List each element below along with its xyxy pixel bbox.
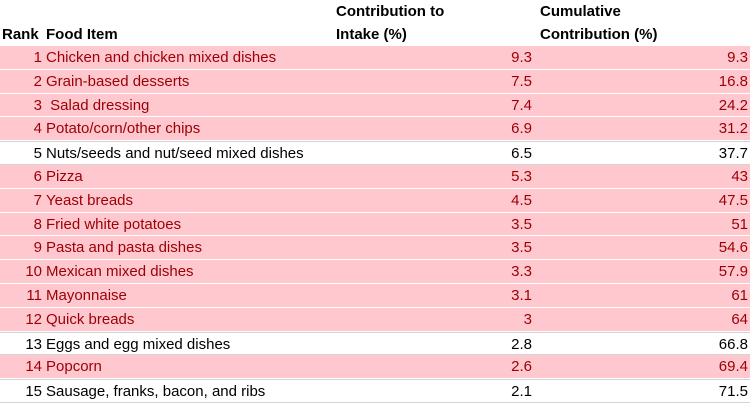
table-row[interactable]: 2 Grain-based desserts 7.5 16.8 (0, 69, 750, 94)
cumulative-cell[interactable]: 43 (731, 167, 748, 185)
food-item-cell[interactable]: Mayonnaise (46, 286, 127, 304)
column-header-rank[interactable]: Rank (2, 23, 42, 46)
rank-cell[interactable]: 9 (33, 239, 42, 257)
rank-cell[interactable]: 11 (26, 286, 42, 304)
column-header-cumulative-line2: Contribution (%) (540, 26, 658, 43)
rank-cell[interactable]: 5 (33, 145, 42, 163)
food-item-cell[interactable]: Nuts/seeds and nut/seed mixed dishes (46, 145, 304, 163)
cumulative-cell[interactable]: 9.3 (727, 49, 748, 66)
table-row[interactable]: 11 Mayonnaise 3.1 61 (0, 283, 750, 308)
food-item-cell[interactable]: Sausage, franks, bacon, and ribs (46, 383, 266, 401)
column-header-cumulative[interactable]: Cumulative Contribution (%) (540, 0, 748, 46)
cumulative-cell[interactable]: 37.7 (718, 145, 748, 163)
rank-cell[interactable]: 14 (25, 358, 42, 376)
food-item-cell[interactable]: Fried white potatoes (46, 215, 182, 233)
rank-cell[interactable]: 2 (33, 72, 42, 90)
contribution-cell[interactable]: 7.5 (511, 72, 532, 90)
column-header-contribution[interactable]: Contribution to Intake (%) (336, 0, 530, 46)
rank-cell[interactable]: 4 (33, 120, 42, 138)
contribution-cell[interactable]: 7.4 (511, 96, 532, 114)
food-item-cell[interactable]: Chicken and chicken mixed dishes (46, 49, 277, 66)
contribution-cell[interactable]: 2.1 (511, 383, 532, 401)
table-row[interactable]: 10 Mexican mixed dishes 3.3 57.9 (0, 260, 750, 284)
food-item-cell[interactable]: Potato/corn/other chips (46, 120, 201, 138)
contribution-cell[interactable]: 2.6 (511, 358, 532, 376)
table-row[interactable]: 15 Sausage, franks, bacon, and ribs 2.1 … (0, 379, 750, 403)
column-header-contribution-line2: Intake (%) (336, 26, 407, 43)
food-item-cell[interactable]: Salad dressing (46, 96, 150, 114)
column-header-rank-label: Rank (2, 26, 39, 43)
table-row[interactable]: 4 Potato/corn/other chips 6.9 31.2 (0, 117, 750, 142)
table-row[interactable]: 6 Pizza 5.3 43 (0, 164, 750, 189)
contribution-cell[interactable]: 3.1 (511, 286, 532, 304)
rank-cell[interactable]: 6 (33, 167, 42, 185)
rank-cell[interactable]: 8 (33, 215, 42, 233)
contribution-cell[interactable]: 6.9 (511, 120, 532, 138)
column-header-food-item-label: Food Item (46, 26, 118, 43)
cumulative-cell[interactable]: 31.2 (718, 120, 748, 138)
cumulative-cell[interactable]: 64 (731, 310, 748, 328)
table-row[interactable]: 12 Quick breads 3 64 (0, 307, 750, 332)
table-row[interactable]: 3 Salad dressing 7.4 24.2 (0, 93, 750, 118)
table-row[interactable]: 8 Fried white potatoes 3.5 51 (0, 212, 750, 237)
column-header-cumulative-line1: Cumulative (540, 3, 621, 20)
rank-cell[interactable]: 7 (33, 191, 42, 209)
rank-cell[interactable]: 10 (25, 263, 42, 281)
contribution-cell[interactable]: 3.5 (511, 215, 532, 233)
contribution-cell[interactable]: 6.5 (511, 145, 532, 163)
cumulative-cell[interactable]: 47.5 (718, 191, 748, 209)
rank-cell[interactable]: 1 (33, 49, 42, 66)
rank-cell[interactable]: 12 (25, 310, 42, 328)
table-header: Rank Food Item Contribution to Intake (%… (0, 0, 750, 46)
contribution-cell[interactable]: 5.3 (511, 167, 532, 185)
table-row[interactable]: 13 Eggs and egg mixed dishes 2.8 66.8 (0, 331, 750, 356)
table-row[interactable]: 14 Popcorn 2.6 69.4 (0, 355, 750, 380)
rank-cell[interactable]: 15 (25, 383, 42, 401)
table-row[interactable]: 9 Pasta and pasta dishes 3.5 54.6 (0, 236, 750, 261)
column-header-food-item[interactable]: Food Item (46, 23, 326, 46)
table-body: 1 Chicken and chicken mixed dishes 9.3 9… (0, 46, 750, 403)
contribution-cell[interactable]: 3.5 (511, 239, 532, 257)
rank-cell[interactable]: 13 (25, 335, 42, 353)
food-item-cell[interactable]: Eggs and egg mixed dishes (46, 335, 231, 353)
contribution-cell[interactable]: 4.5 (511, 191, 532, 209)
table-row[interactable]: 5 Nuts/seeds and nut/seed mixed dishes 6… (0, 141, 750, 165)
contribution-cell[interactable]: 3 (523, 310, 532, 328)
cumulative-cell[interactable]: 24.2 (718, 96, 748, 114)
contribution-cell[interactable]: 3.3 (511, 263, 532, 281)
contribution-cell[interactable]: 2.8 (511, 335, 532, 353)
rank-cell[interactable]: 3 (33, 96, 42, 114)
table-row[interactable]: 1 Chicken and chicken mixed dishes 9.3 9… (0, 46, 750, 70)
cumulative-cell[interactable]: 66.8 (718, 335, 748, 353)
food-item-cell[interactable]: Pasta and pasta dishes (46, 239, 202, 257)
cumulative-cell[interactable]: 57.9 (718, 263, 748, 281)
food-item-cell[interactable]: Yeast breads (46, 191, 134, 209)
food-item-cell[interactable]: Popcorn (46, 358, 102, 376)
cumulative-cell[interactable]: 71.5 (718, 383, 748, 401)
column-header-contribution-line1: Contribution to (336, 3, 445, 20)
food-item-cell[interactable]: Quick breads (46, 310, 135, 328)
cumulative-cell[interactable]: 16.8 (718, 72, 748, 90)
cumulative-cell[interactable]: 51 (731, 215, 748, 233)
food-item-cell[interactable]: Grain-based desserts (46, 72, 190, 90)
cumulative-cell[interactable]: 54.6 (718, 239, 748, 257)
contribution-cell[interactable]: 9.3 (511, 49, 532, 66)
cumulative-cell[interactable]: 61 (731, 286, 748, 304)
food-item-cell[interactable]: Mexican mixed dishes (46, 263, 194, 281)
cumulative-cell[interactable]: 69.4 (718, 358, 748, 376)
table-row[interactable]: 7 Yeast breads 4.5 47.5 (0, 188, 750, 213)
food-item-cell[interactable]: Pizza (46, 167, 83, 185)
